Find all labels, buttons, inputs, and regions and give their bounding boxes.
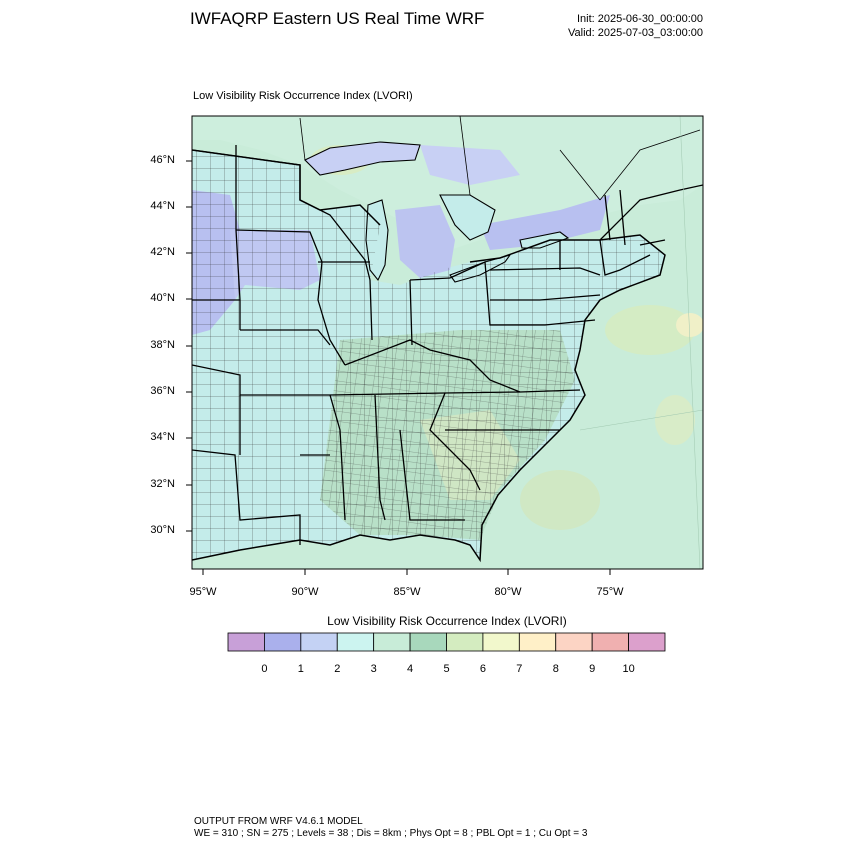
lat-label: 46°N — [150, 154, 175, 166]
lat-label: 32°N — [150, 478, 175, 490]
maine-coast — [599, 184, 703, 241]
low-index-zone-superior — [420, 145, 520, 185]
lon-label: 75°W — [596, 586, 624, 598]
map-area — [192, 116, 703, 569]
ocean-patch-1 — [605, 305, 695, 355]
map-frame — [191, 115, 704, 570]
lat-label: 44°N — [150, 200, 175, 212]
colorbar-label: 2 — [334, 663, 341, 675]
colorbar-label: 3 — [370, 663, 377, 675]
colorbar-box — [628, 632, 666, 652]
coastline — [192, 149, 666, 563]
colorbar-label: 6 — [479, 663, 486, 675]
lat-label: 40°N — [150, 292, 175, 304]
lon-ticks — [202, 569, 611, 575]
colorbar-box — [591, 632, 629, 652]
low-index-zone-michigan — [395, 205, 455, 278]
colorbar-box — [373, 632, 411, 652]
ocean-patch-3 — [676, 313, 703, 337]
canada-borders — [299, 116, 701, 201]
lat-label: 36°N — [150, 385, 175, 397]
state-boundaries — [192, 145, 666, 545]
ocean-patch-2 — [520, 470, 600, 530]
colorbar-box — [518, 632, 557, 652]
colorbar-label: 9 — [589, 663, 596, 675]
colorbar-box — [555, 632, 593, 652]
lat-ticks — [186, 160, 192, 532]
legend-title: Low Visibility Risk Occurrence Index (LV… — [327, 614, 567, 628]
colorbar-label: 7 — [516, 663, 523, 675]
footer-model: OUTPUT FROM WRF V4.6.1 MODEL — [194, 816, 363, 827]
lon-label: 85°W — [393, 586, 421, 598]
lon-label: 80°W — [494, 586, 522, 598]
init-time: Init: 2025-06-30_00:00:00 — [577, 13, 703, 25]
lon-label: 90°W — [291, 586, 319, 598]
colorbar-label: 8 — [552, 663, 559, 675]
low-index-zone-ontario — [480, 195, 610, 250]
colorbar-box — [264, 632, 302, 652]
colorbar — [227, 632, 666, 652]
valid-time: Valid: 2025-07-03_03:00:00 — [568, 27, 703, 39]
colorbar-box — [300, 632, 338, 652]
field-title: Low Visibility Risk Occurrence Index (LV… — [193, 90, 413, 102]
colorbar-label: 4 — [407, 663, 414, 675]
ocean-patch-4 — [655, 395, 695, 445]
lon-label: 95°W — [189, 586, 217, 598]
colorbar-label: 1 — [297, 663, 304, 675]
lat-label: 42°N — [150, 246, 175, 258]
county-lines-southeast — [320, 330, 575, 540]
colorbar-label: 0 — [261, 663, 268, 675]
page-title: IWFAQRP Eastern US Real Time WRF — [190, 9, 485, 28]
colorbar-box — [409, 632, 447, 652]
colorbar-box — [227, 632, 265, 652]
lake-superior — [304, 141, 421, 176]
lat-label: 38°N — [150, 339, 175, 351]
lat-label: 34°N — [150, 431, 175, 443]
colorbar-label: 10 — [622, 663, 635, 675]
colorbar-box — [482, 632, 520, 652]
colorbar-label: 5 — [443, 663, 450, 675]
lat-label: 30°N — [150, 524, 175, 536]
colorbar-box — [446, 632, 484, 652]
graticule — [579, 116, 703, 569]
colorbar-box — [336, 632, 375, 652]
footer-config: WE = 310 ; SN = 275 ; Levels = 38 ; Dis … — [194, 828, 588, 839]
